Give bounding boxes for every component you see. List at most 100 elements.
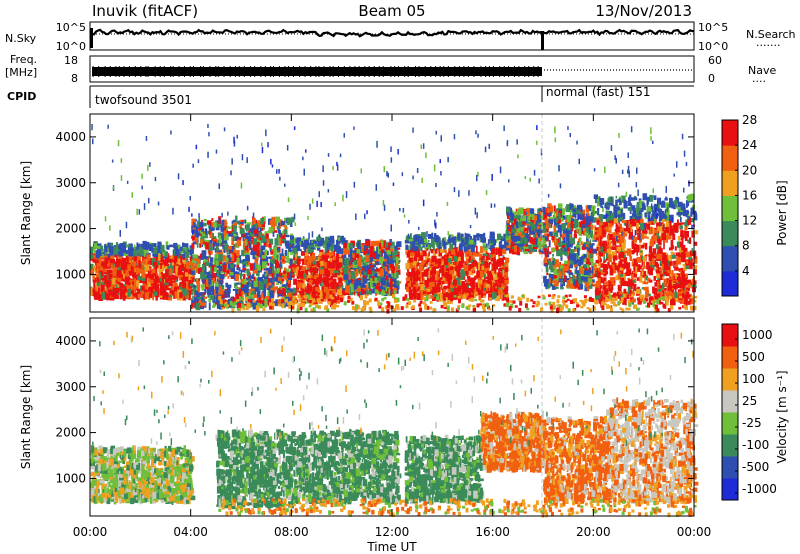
echo-cell-1	[213, 266, 217, 272]
echo-cell-4	[464, 290, 468, 296]
echo-cell-5	[510, 207, 513, 214]
echo-cell-1	[212, 244, 215, 251]
echo-cell-5	[506, 213, 511, 219]
echo-cell-1	[241, 282, 245, 291]
echo-cell-4	[441, 259, 444, 265]
echo-cell-1	[280, 233, 286, 239]
echo-cell-6	[579, 281, 583, 284]
echo-cell-4	[414, 286, 420, 290]
echo-cell-2	[301, 258, 306, 265]
echo-cell-4	[470, 244, 475, 253]
echo-cell-0	[189, 289, 192, 295]
echo-cell-1	[230, 296, 235, 301]
echo-cell-3	[345, 280, 348, 283]
echo-cell-4	[410, 252, 415, 256]
echo-cell-0	[168, 295, 173, 298]
echo-cell-4	[437, 279, 442, 286]
echo-cell-1	[201, 228, 205, 232]
echo-cell-0	[166, 245, 169, 249]
echo-cell-0	[180, 253, 186, 259]
echo-cell-1	[222, 219, 227, 228]
echo-cell-0	[100, 282, 105, 285]
echo-cell-0	[90, 290, 94, 296]
echo-cell-5	[519, 235, 524, 238]
echo-cell-4	[473, 266, 476, 274]
echo-cell-0	[189, 245, 193, 248]
echo-cell-0	[111, 284, 117, 287]
echo-cell-1	[269, 290, 275, 299]
echo-cell-1	[190, 270, 195, 275]
echo-cell-4	[408, 260, 413, 269]
echo-cell-3	[348, 249, 353, 258]
echo-cell-1	[263, 278, 269, 286]
echo-cell-4	[426, 289, 432, 295]
echo-cell-1	[260, 250, 264, 257]
echo-cell-4	[504, 276, 507, 279]
echo-cell-1	[211, 236, 216, 242]
echo-cell-1	[255, 301, 259, 309]
echo-cell-1	[275, 222, 278, 225]
echo-cell-1	[233, 222, 237, 226]
echo-cell-6	[581, 272, 586, 279]
echo-cell-4	[421, 232, 426, 240]
echo-cell-6	[567, 261, 570, 267]
echo-cell-3	[363, 245, 367, 251]
echo-cell-3	[380, 277, 385, 286]
echo-cell-0	[109, 246, 114, 253]
echo-cell-3	[374, 269, 380, 272]
echo-cell-4	[407, 250, 413, 256]
echo-cell-6	[559, 230, 562, 236]
echo-cell-2	[293, 291, 296, 299]
echo-cell-0	[188, 275, 191, 283]
echo-cell-4	[453, 239, 456, 246]
echo-cell-4	[417, 249, 420, 257]
echo-cell-4	[476, 233, 480, 241]
echo-cell-3	[385, 266, 388, 272]
echo-cell-2	[314, 243, 317, 248]
echo-cell-1	[264, 249, 267, 256]
echo-cell-3	[377, 246, 380, 255]
echo-cell-1	[274, 288, 277, 293]
echo-cell-1	[252, 249, 257, 255]
echo-cell-3	[354, 269, 358, 278]
echo-cell-0	[100, 284, 105, 291]
echo-cell-6	[588, 285, 593, 289]
echo-cell-2	[294, 293, 298, 296]
echo-cell-0	[127, 255, 132, 261]
echo-cell-1	[283, 270, 287, 274]
echo-cell-1	[277, 299, 281, 304]
echo-cell-3	[342, 288, 345, 296]
echo-cell-3	[375, 285, 381, 291]
echo-cell-2	[329, 293, 334, 296]
echo-cell-4	[408, 240, 411, 244]
echo-cell-4	[489, 261, 492, 265]
echo-cell-1	[245, 293, 248, 300]
echo-cell-0	[184, 282, 189, 290]
echo-cell-3	[376, 275, 379, 281]
echo-cell-3	[344, 285, 350, 293]
echo-cell-0	[120, 291, 123, 300]
echo-cell-3	[389, 286, 393, 290]
echo-cell-3	[386, 249, 391, 255]
echo-cell-0	[149, 275, 153, 280]
echo-cell-2	[314, 264, 317, 268]
echo-cell-0	[175, 248, 180, 256]
echo-cell-0	[148, 244, 152, 250]
echo-cell-5	[516, 215, 520, 219]
echo-cell-2	[326, 287, 331, 290]
echo-cell-0	[189, 251, 192, 256]
echo-cell-0	[98, 256, 102, 263]
echo-cell-0	[164, 287, 167, 296]
echo-cell-1	[230, 246, 234, 253]
echo-cell-2	[317, 279, 322, 284]
echo-cell-1	[198, 216, 201, 223]
echo-cell-4	[465, 256, 469, 264]
echo-cell-4	[421, 260, 424, 266]
echo-cell-6	[592, 239, 598, 242]
echo-cell-4	[449, 245, 454, 249]
echo-cell-5	[530, 221, 535, 225]
echo-cell-3	[363, 262, 367, 266]
echo-cell-0	[128, 266, 134, 275]
echo-cell-0	[101, 289, 103, 292]
echo-cell-0	[133, 250, 138, 256]
